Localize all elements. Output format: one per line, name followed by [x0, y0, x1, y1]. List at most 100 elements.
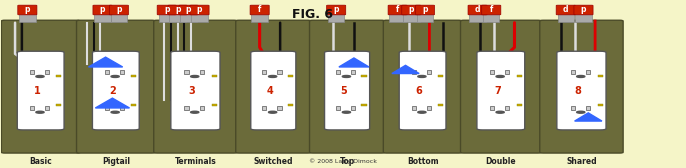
Bar — [469, 12, 486, 22]
Text: f: f — [490, 5, 493, 14]
Text: p: p — [25, 5, 30, 14]
Bar — [277, 70, 281, 74]
Bar — [45, 106, 49, 110]
Bar — [505, 106, 509, 110]
Circle shape — [577, 75, 585, 77]
FancyBboxPatch shape — [468, 5, 487, 15]
Bar — [262, 106, 266, 110]
FancyBboxPatch shape — [93, 5, 112, 15]
FancyBboxPatch shape — [168, 5, 187, 15]
Bar — [403, 12, 420, 22]
FancyBboxPatch shape — [460, 20, 541, 153]
Circle shape — [111, 111, 119, 113]
Text: 8: 8 — [575, 86, 582, 96]
Bar — [483, 12, 499, 22]
Text: p: p — [423, 5, 428, 14]
Polygon shape — [88, 57, 123, 67]
Bar — [505, 70, 509, 74]
Bar — [571, 70, 575, 74]
Text: p: p — [164, 5, 169, 14]
FancyBboxPatch shape — [309, 20, 385, 153]
Polygon shape — [339, 58, 369, 67]
FancyBboxPatch shape — [18, 5, 37, 15]
Text: FIG. 6: FIG. 6 — [292, 8, 333, 21]
Bar — [490, 106, 494, 110]
FancyBboxPatch shape — [482, 5, 501, 15]
Text: p: p — [175, 5, 180, 14]
Text: p: p — [197, 5, 202, 14]
FancyBboxPatch shape — [1, 20, 80, 153]
Text: p: p — [581, 5, 587, 14]
FancyBboxPatch shape — [540, 20, 623, 153]
Bar — [212, 75, 217, 77]
Bar — [328, 12, 344, 22]
Circle shape — [191, 75, 199, 77]
Polygon shape — [392, 65, 419, 74]
Bar — [185, 70, 189, 74]
Text: d: d — [563, 5, 569, 14]
Text: 3: 3 — [189, 86, 196, 96]
Bar — [19, 12, 36, 22]
Bar — [200, 106, 204, 110]
FancyBboxPatch shape — [236, 20, 311, 153]
Circle shape — [36, 75, 44, 77]
FancyBboxPatch shape — [574, 5, 593, 15]
FancyBboxPatch shape — [388, 5, 407, 15]
Circle shape — [191, 111, 199, 113]
Bar — [427, 70, 431, 74]
Bar — [586, 106, 590, 110]
Bar — [336, 70, 340, 74]
Text: p: p — [99, 5, 105, 14]
Bar — [362, 75, 367, 77]
Bar — [180, 12, 197, 22]
Bar — [490, 70, 494, 74]
Bar — [252, 12, 268, 22]
Bar — [287, 104, 293, 106]
FancyBboxPatch shape — [416, 5, 434, 15]
Bar — [56, 104, 61, 106]
FancyBboxPatch shape — [250, 5, 269, 15]
Circle shape — [418, 111, 426, 113]
Polygon shape — [95, 98, 130, 108]
FancyBboxPatch shape — [556, 5, 576, 15]
Bar — [277, 106, 281, 110]
Bar — [191, 12, 208, 22]
Text: Basic: Basic — [29, 157, 52, 166]
Text: p: p — [409, 5, 414, 14]
Bar — [200, 70, 204, 74]
Bar — [571, 106, 575, 110]
Circle shape — [496, 75, 504, 77]
Text: f: f — [258, 5, 261, 14]
Text: Switched: Switched — [254, 157, 293, 166]
Bar — [438, 104, 443, 106]
FancyBboxPatch shape — [477, 51, 525, 130]
Bar — [56, 75, 61, 77]
FancyBboxPatch shape — [17, 51, 64, 130]
Bar — [438, 75, 443, 77]
Bar — [517, 75, 522, 77]
Text: Bottom: Bottom — [407, 157, 438, 166]
Bar — [29, 70, 34, 74]
Bar — [517, 104, 522, 106]
Circle shape — [111, 75, 119, 77]
Text: 4: 4 — [267, 86, 273, 96]
Bar — [417, 12, 433, 22]
Bar — [586, 70, 590, 74]
FancyBboxPatch shape — [157, 5, 176, 15]
Bar — [598, 104, 603, 106]
Circle shape — [342, 111, 351, 113]
Bar — [94, 12, 110, 22]
Circle shape — [577, 111, 585, 113]
Bar — [390, 12, 406, 22]
Text: d: d — [475, 5, 480, 14]
FancyBboxPatch shape — [190, 5, 209, 15]
Bar — [29, 106, 34, 110]
Bar — [110, 12, 127, 22]
Text: Double: Double — [486, 157, 516, 166]
Bar — [427, 106, 431, 110]
Circle shape — [496, 111, 504, 113]
Circle shape — [342, 75, 351, 77]
Bar — [351, 70, 355, 74]
Bar — [576, 12, 592, 22]
Bar — [105, 70, 109, 74]
